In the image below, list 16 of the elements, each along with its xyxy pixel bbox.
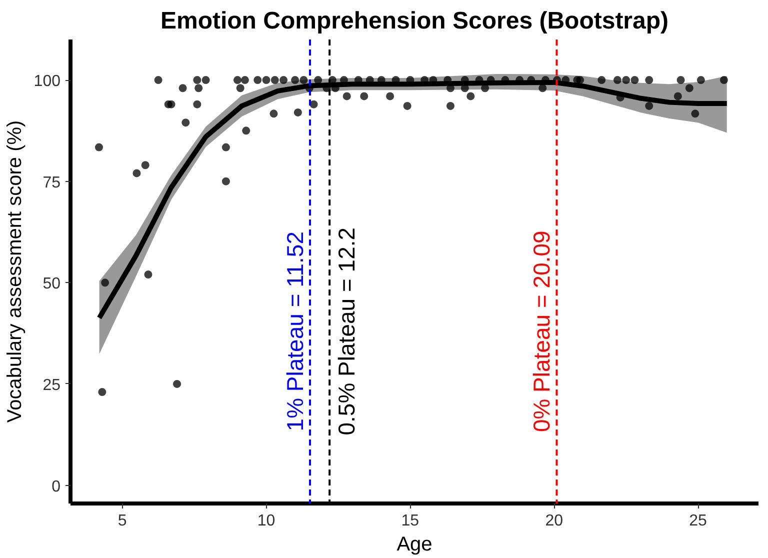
- chart-title: Emotion Comprehension Scores (Bootstrap): [160, 8, 669, 34]
- x-tick-label: 10: [257, 512, 276, 530]
- y-tick-label: 25: [42, 376, 61, 394]
- ref-line-label: 1% Plateau = 11.52: [282, 232, 308, 432]
- x-tick-label: 25: [689, 512, 708, 530]
- y-axis-title: Vocabulary assessment score (%): [4, 120, 26, 423]
- x-tick-label: 20: [545, 512, 564, 530]
- y-tick-label: 50: [42, 276, 61, 293]
- x-axis-title: Age: [396, 534, 432, 556]
- y-tick-label: 100: [34, 73, 61, 90]
- x-tick-label: 15: [401, 512, 420, 530]
- y-tick-label: 75: [42, 174, 61, 192]
- y-tick-label: 0: [52, 478, 61, 496]
- x-tick-label: 5: [118, 512, 127, 530]
- ref-line-label: 0.5% Plateau = 12.2: [334, 227, 360, 436]
- ref-line-label: 0% Plateau = 20.09: [528, 230, 555, 432]
